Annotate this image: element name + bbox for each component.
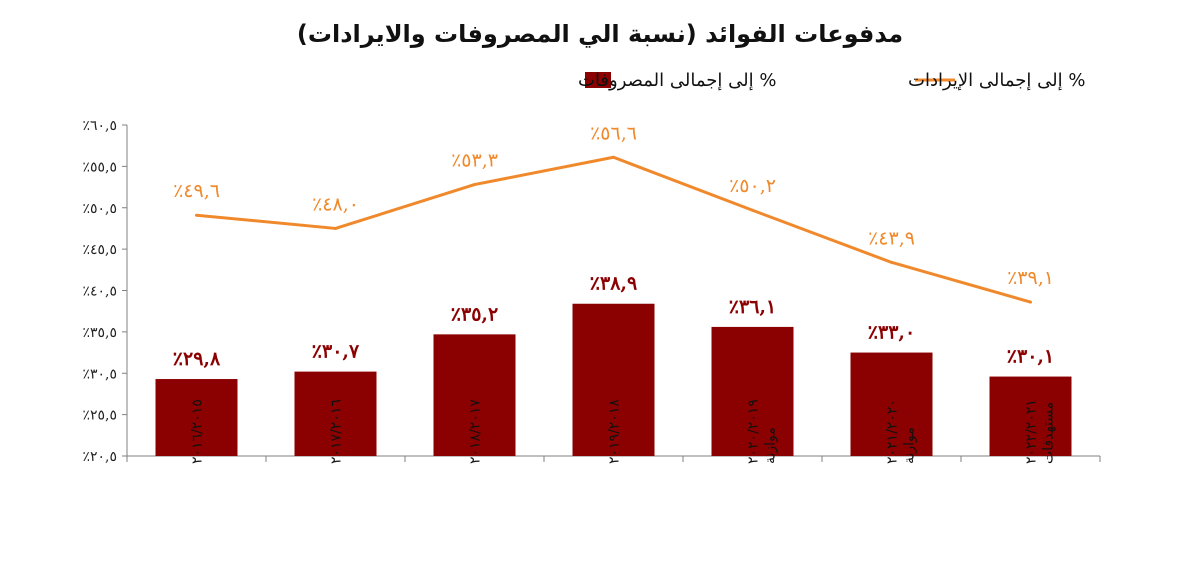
bar (433, 334, 516, 456)
x-tick-label-year: ٢٠١٨/٢٠١٧ (468, 399, 484, 464)
x-axis-tick-labels: ٢٠١٦/٢٠١٥ ٢٠١٧/٢٠١٦ ٢٠١٨/٢٠١٧ ٢٠١٩/٢٠١٨ ٢٠٢٠… (190, 399, 1057, 464)
x-tick-label-year: ٢٠٢٢/٢٠٢١ (1024, 399, 1040, 464)
bar-data-label: ٪٣٨,٩ (590, 273, 637, 295)
y-tick-label: ٪٢٠,٥ (82, 449, 117, 465)
line-point (612, 155, 615, 159)
line-data-label: ٪٤٣,٩ (868, 227, 915, 249)
y-tick-label: ٪٥٥,٥ (82, 159, 117, 175)
line-series (195, 155, 1032, 304)
chart-title: مدفوعات الفوائد (نسبة الي المصروفات والا… (297, 20, 903, 48)
y-tick-label: ٪٢٥,٥ (82, 408, 117, 424)
line-point (334, 226, 337, 230)
y-tick-label: ٪٤٥,٥ (82, 242, 117, 258)
line-data-label: ٪٥٣,٣ (451, 150, 498, 172)
x-tick-label-year: ٢٠١٩/٢٠١٨ (607, 399, 623, 464)
x-tick-label-year: ٢٠٢٠/٢٠١٩ (746, 399, 762, 464)
bar-data-label: ٪٣٠,١ (1007, 346, 1054, 368)
bar (294, 371, 377, 456)
line-data-label: ٪٥٦,٦ (590, 122, 637, 144)
x-tick-label-year: ٢٠٢١/٢٠٢٠ (885, 399, 901, 464)
y-tick-label: ٪٤٠,٥ (82, 284, 117, 300)
line-data-label: ٪٥٠,٢ (729, 175, 776, 197)
legend-item-revenues: % إلى إجمالى الإيرادات (908, 70, 1085, 91)
legend-label-revenues: % إلى إجمالى الإيرادات (908, 70, 1085, 91)
legend: % إلى إجمالى المصروفات % إلى إجمالى الإي… (578, 70, 1085, 91)
legend-swatch-expenses (585, 72, 611, 88)
x-tick-label: ٢٠١٧/٢٠١٦ (329, 399, 345, 464)
y-tick-label: ٪٣٠,٥ (82, 366, 117, 382)
line-point (890, 260, 893, 264)
bar-data-labels: ٪٢٩,٨ ٪٣٠,٧ ٪٣٥,٢ ٪٣٨,٩ ٪٣٦,١ ٪٣٣,٠ ٪٣٠,١ (173, 273, 1054, 370)
bar-data-label: ٪٣٣,٠ (868, 322, 915, 344)
bar-data-label: ٪٣٠,٧ (312, 341, 360, 363)
bar-data-label: ٪٣٦,١ (729, 296, 776, 318)
y-tick-label: ٪٦٠,٥ (82, 118, 117, 134)
bar (989, 376, 1072, 456)
line-point (1029, 300, 1032, 304)
line-data-label: ٪٤٨,٠ (312, 193, 359, 215)
y-tick-label: ٪٥٠,٥ (82, 201, 117, 217)
x-tick-label: ٢٠١٨/٢٠١٧ (468, 399, 484, 464)
line-point (751, 208, 754, 212)
x-tick-label: ٢٠٢٢/٢٠٢١ مستهدفات (1024, 399, 1057, 464)
line-data-label: ٪٣٩,١ (1007, 267, 1054, 289)
line-data-label: ٪٤٩,٦ (173, 180, 220, 202)
x-tick-label-year: ٢٠١٦/٢٠١٥ (190, 399, 206, 464)
bar (850, 352, 933, 456)
x-tick-label-note: موازنة (763, 427, 779, 464)
line-point (473, 183, 476, 187)
x-tick-label: ٢٠٢١/٢٠٢٠ موازنة (885, 399, 918, 464)
bar (711, 326, 794, 456)
bar (155, 379, 238, 456)
bar (572, 303, 655, 456)
x-tick-label-note: موازنة (902, 427, 918, 464)
x-tick-label: ٢٠١٦/٢٠١٥ (190, 399, 206, 464)
y-axis-tick-labels: ٪٢٠,٥ ٪٢٥,٥ ٪٣٠,٥ ٪٣٥,٥ ٪٤٠,٥ ٪٤٥,٥ ٪٥٠,٥ ٪٥٥,٥… (82, 118, 117, 465)
x-tick-label-note: مستهدفات (1041, 402, 1057, 464)
line-point (195, 213, 198, 217)
legend-item-expenses: % إلى إجمالى المصروفات (578, 70, 776, 91)
bar-data-label: ٪٣٥,٢ (451, 303, 498, 325)
bar-data-label: ٪٢٩,٨ (173, 348, 221, 370)
x-tick-label: ٢٠١٩/٢٠١٨ (607, 399, 623, 464)
legend-label-expenses: % إلى إجمالى المصروفات (578, 70, 776, 91)
x-tick-label-year: ٢٠١٧/٢٠١٦ (329, 399, 345, 464)
x-tick-label: ٢٠٢٠/٢٠١٩ موازنة (746, 399, 779, 464)
bar-series (155, 303, 1072, 456)
line-data-labels: ٪٤٩,٦ ٪٤٨,٠ ٪٥٣,٣ ٪٥٦,٦ ٪٥٠,٢ ٪٤٣,٩ ٪٣٩,١ (173, 122, 1054, 289)
y-tick-label: ٪٣٥,٥ (82, 325, 117, 341)
